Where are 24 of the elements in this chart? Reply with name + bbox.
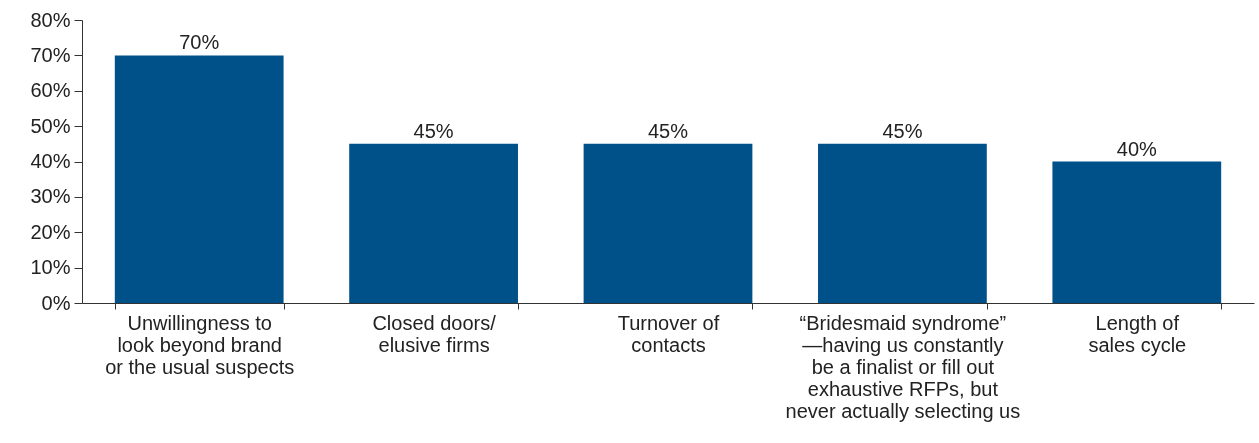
data-label: 45%: [413, 119, 454, 142]
y-tick-label: 30%: [30, 185, 71, 208]
bar: [818, 143, 987, 303]
y-tick-label: 40%: [30, 150, 71, 172]
y-tick-label: 10%: [30, 256, 71, 279]
x-tick-label: Length of sales cycle: [1088, 311, 1187, 356]
y-tick-label: 60%: [30, 79, 71, 102]
data-label: 70%: [179, 31, 220, 54]
bar: [583, 143, 753, 303]
x-tick-label: Turnover of contacts: [617, 311, 720, 356]
x-tick-label: Closed doors/ elusive firms: [372, 311, 497, 356]
y-tick-label: 80%: [30, 8, 71, 31]
x-tick-label: “Bridesmaid syndrome” —having us constantly be a finalist or fill out exhaustive RFPs, but never actually selecting us: [785, 311, 1021, 422]
bar: [1052, 161, 1222, 303]
data-label: 45%: [882, 119, 923, 142]
bar: [349, 143, 518, 303]
x-tick-label: Unwillingness to look beyond brand or the usual suspects: [105, 311, 295, 378]
y-tick-label: 0%: [41, 291, 71, 314]
y-tick-label: 70%: [30, 43, 71, 66]
y-tick-label: 50%: [30, 114, 71, 137]
data-label: 40%: [1116, 137, 1158, 160]
bar: [114, 55, 284, 303]
data-label: 45%: [647, 119, 689, 142]
y-tick-label: 20%: [30, 220, 71, 243]
